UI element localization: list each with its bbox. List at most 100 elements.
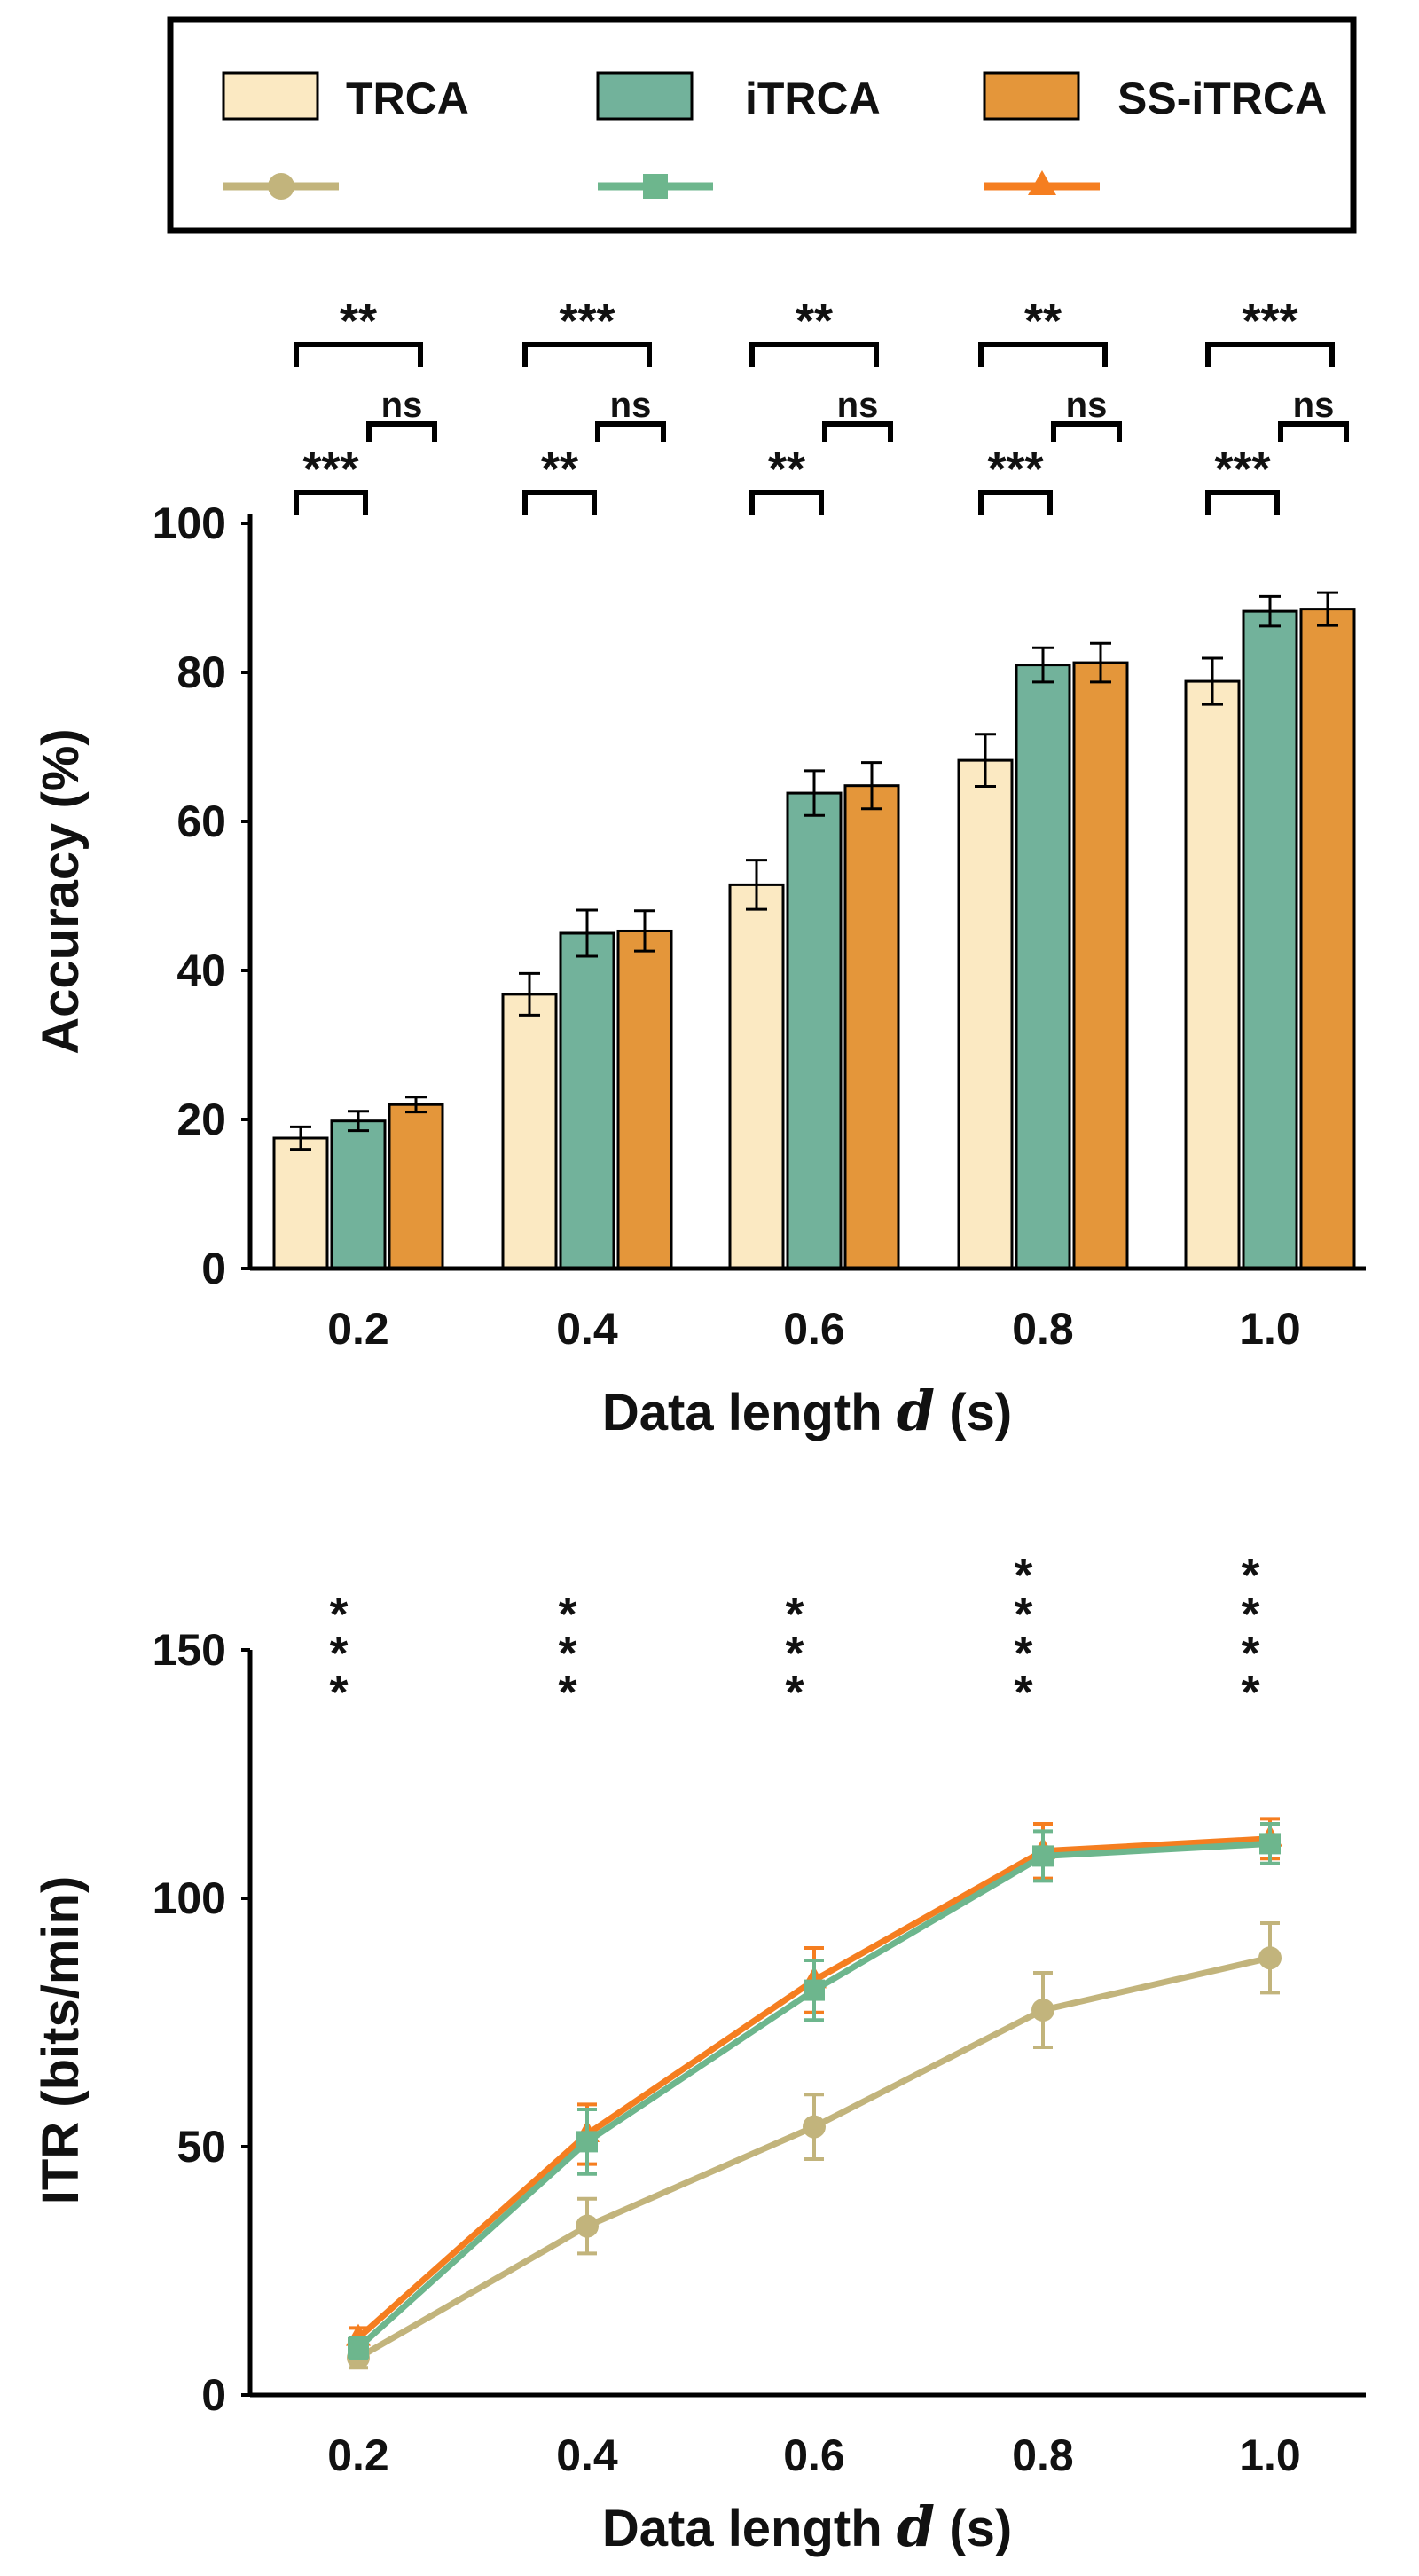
errorbar-itrca-0.6: [804, 769, 825, 817]
errorbar-itrca-1.0: [1259, 594, 1281, 628]
bar-ss-itrca-0.6: [843, 784, 900, 1270]
sig-trca-itrca-0.2-bracket: [294, 490, 368, 515]
errorbar-ss-itrca-0.2: [405, 1096, 427, 1114]
sig-trca-ssitrca-1.0-bracket: [1205, 342, 1335, 367]
sig-trca-itrca-0.2-label: ***: [302, 443, 358, 496]
legend-label-trca: TRCA: [346, 74, 469, 123]
sig-itrca-ssitrca-0.4-bracket: [595, 421, 666, 442]
sig-trca-itrca-0.4-bracket: [522, 490, 597, 515]
itr-ytick-0: 0: [201, 2370, 226, 2420]
bar-itrca-1.0: [1242, 609, 1298, 1270]
legend-label-ss-itrca: SS-iTRCA: [1117, 74, 1327, 123]
accuracy-ytick-80: 80: [176, 648, 226, 697]
sig-itrca-ssitrca-1.0-label: ns: [1293, 386, 1335, 425]
itr-point-trca-0.4: [576, 2214, 599, 2238]
sig-trca-itrca-0.6-bracket: [749, 490, 824, 515]
itr-xtick-0.6: 0.6: [783, 2431, 845, 2480]
accuracy-panel: **ns******ns****ns****ns******ns*** 0204…: [32, 295, 1366, 1443]
sig-itrca-ssitrca-0.6-label: ns: [837, 386, 879, 425]
legend-frame: [167, 16, 1357, 234]
errorbar-trca-0.4: [519, 971, 540, 1017]
errorbar-trca-0.6: [746, 859, 767, 911]
itr-y-label: ITR (bits/min): [32, 1876, 90, 2205]
legend: TRCA iTRCA SS-iTRCA: [167, 16, 1357, 234]
itr-sig-1.0: * * * *: [1241, 1549, 1259, 1719]
accuracy-xtick-0.2: 0.2: [327, 1304, 389, 1354]
itr-point-trca-0.6: [803, 2115, 826, 2139]
itr-ytick-50: 50: [176, 2122, 226, 2172]
sig-itrca-ssitrca-0.6-bracket: [822, 421, 893, 442]
sig-trca-itrca-0.8-bracket: [978, 490, 1053, 515]
itr-xtick-0.8: 0.8: [1012, 2431, 1074, 2480]
sig-trca-ssitrca-0.4-label: ***: [559, 295, 615, 348]
legend-swatch-itrca: [596, 71, 694, 121]
errorbar-ss-itrca-0.4: [634, 909, 655, 953]
bar-ss-itrca-0.2: [388, 1103, 444, 1270]
sig-itrca-ssitrca-0.8-bracket: [1051, 421, 1122, 442]
itr-x-label-var: d: [897, 2494, 935, 2559]
sig-trca-ssitrca-0.8-label: **: [1024, 295, 1062, 348]
accuracy-ytick-40: 40: [176, 946, 226, 995]
sig-trca-ssitrca-0.8-bracket: [978, 342, 1108, 367]
errorbar-itrca-0.2: [348, 1110, 369, 1133]
bar-ss-itrca-1.0: [1299, 608, 1356, 1270]
accuracy-x-label-var: d: [897, 1378, 935, 1443]
accuracy-ytick-60: 60: [176, 797, 226, 846]
itr-point-trca-1.0: [1258, 1946, 1282, 1970]
accuracy-y-label: Accuracy (%): [32, 728, 90, 1054]
sig-itrca-ssitrca-0.4-label: ns: [610, 386, 652, 425]
itr-point-itrca-0.6: [804, 1979, 825, 2001]
sig-trca-ssitrca-1.0-label: ***: [1242, 295, 1297, 348]
accuracy-xtick-0.8: 0.8: [1012, 1304, 1074, 1354]
sig-trca-ssitrca-0.6-bracket: [749, 342, 879, 367]
sig-itrca-ssitrca-0.2-label: ns: [381, 386, 423, 425]
errorbar-itrca-0.8: [1032, 646, 1054, 684]
itr-sig-0.8: * * * *: [1014, 1549, 1032, 1719]
itr-xtick-0.4: 0.4: [556, 2431, 618, 2480]
itr-sig-0.6: * * *: [785, 1588, 804, 1719]
bar-itrca-0.4: [559, 931, 615, 1270]
bar-trca-0.4: [501, 993, 558, 1270]
bar-trca-0.6: [728, 883, 785, 1270]
errorbar-trca-0.8: [975, 733, 996, 789]
itr-point-itrca-0.8: [1032, 1845, 1054, 1867]
sig-trca-ssitrca-0.6-label: **: [796, 295, 833, 348]
sig-trca-itrca-1.0-label: ***: [1214, 443, 1270, 496]
itr-x-label: Data length d (s): [602, 2494, 1012, 2559]
legend-swatch-ss-itrca: [983, 71, 1080, 121]
sig-trca-ssitrca-0.2-bracket: [294, 342, 423, 367]
legend-label-itrca: iTRCA: [745, 74, 881, 123]
sig-trca-itrca-1.0-bracket: [1205, 490, 1280, 515]
sig-trca-itrca-0.8-label: ***: [987, 443, 1043, 496]
sig-itrca-ssitrca-1.0-bracket: [1278, 421, 1349, 442]
sig-trca-itrca-0.4-label: **: [541, 443, 578, 496]
legend-marker-trca: [268, 173, 294, 200]
itr-ytick-150: 150: [153, 1625, 226, 1675]
accuracy-xtick-0.4: 0.4: [556, 1304, 618, 1354]
errorbar-trca-0.2: [290, 1125, 311, 1151]
errorbar-ss-itrca-0.6: [861, 761, 882, 811]
errorbar-ss-itrca-0.8: [1090, 641, 1111, 684]
itr-point-trca-0.8: [1031, 1999, 1054, 2022]
accuracy-x-label: Data length d (s): [602, 1378, 1012, 1443]
sig-trca-ssitrca-0.2-label: **: [340, 295, 377, 348]
itr-ytick-100: 100: [153, 1873, 226, 1923]
bar-trca-0.2: [272, 1136, 329, 1270]
accuracy-xtick-1.0: 1.0: [1239, 1304, 1301, 1354]
itr-xtick-0.2: 0.2: [327, 2431, 389, 2480]
bar-ss-itrca-0.8: [1072, 661, 1129, 1270]
bar-itrca-0.8: [1015, 664, 1071, 1270]
itr-xtick-1.0: 1.0: [1239, 2431, 1301, 2480]
legend-marker-itrca: [643, 174, 668, 199]
bar-trca-0.8: [957, 758, 1014, 1270]
sig-trca-itrca-0.6-label: **: [768, 443, 805, 496]
bar-ss-itrca-0.4: [616, 929, 673, 1270]
itr-line-ss-itrca: [356, 1835, 1271, 2341]
errorbar-ss-itrca-1.0: [1317, 591, 1338, 627]
bar-itrca-0.2: [330, 1119, 387, 1270]
itr-sig-0.4: * * *: [558, 1588, 576, 1719]
accuracy-ytick-100: 100: [153, 499, 226, 548]
legend-marker-ss-itrca: [1028, 170, 1056, 195]
